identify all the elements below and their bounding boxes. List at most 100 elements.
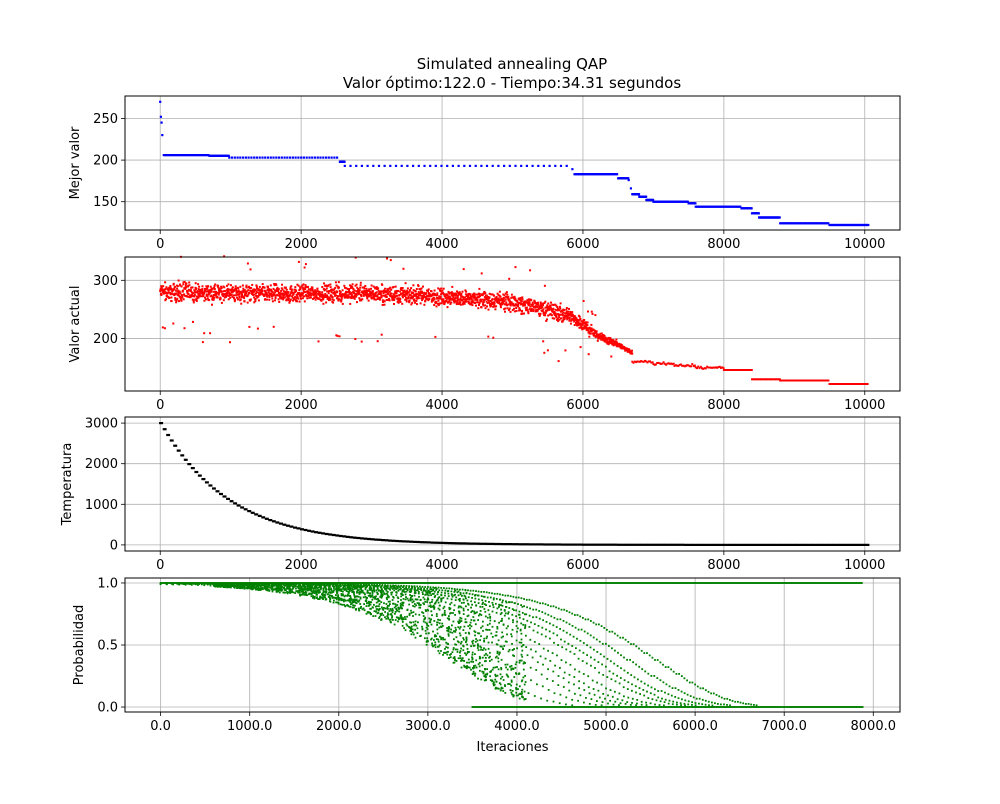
data-point: [272, 157, 274, 159]
data-point: [366, 297, 368, 299]
data-point: [694, 684, 696, 686]
data-point: [670, 669, 672, 671]
data-point: [205, 298, 207, 300]
data-point: [502, 594, 504, 596]
data-point: [329, 298, 331, 300]
data-point: [462, 589, 464, 591]
data-point: [208, 299, 210, 301]
data-point: [521, 597, 523, 599]
data-point: [503, 165, 505, 167]
data-point: [723, 704, 725, 706]
data-point: [549, 623, 551, 625]
data-point: [554, 165, 556, 167]
data-point: [472, 299, 474, 301]
data-point: [594, 314, 596, 316]
data-point: [246, 285, 248, 287]
data-point: [542, 602, 544, 604]
data-point: [349, 303, 351, 305]
data-point: [543, 165, 545, 167]
data-point: [361, 165, 363, 167]
data-point: [337, 295, 339, 297]
data-point: [384, 300, 386, 302]
data-point: [640, 681, 642, 683]
data-point: [537, 302, 539, 304]
data-point: [284, 157, 286, 159]
data-point: [409, 289, 411, 291]
data-point: [556, 306, 558, 308]
data-point: [483, 591, 485, 593]
data-point: [714, 702, 716, 704]
data-point: [306, 157, 308, 159]
data-point: [537, 601, 539, 603]
data-point: [563, 609, 565, 611]
data-point: [674, 696, 676, 698]
data-point: [593, 649, 595, 651]
data-point: [613, 663, 615, 665]
data-point: [393, 286, 395, 288]
data-point: [235, 285, 237, 287]
data-point: [415, 291, 417, 293]
data-point: [201, 288, 203, 290]
data-point: [360, 284, 362, 286]
data-point: [285, 287, 287, 289]
data-point: [624, 670, 626, 672]
data-point: [419, 586, 421, 588]
data-point: [335, 281, 337, 283]
data-point: [574, 324, 576, 326]
grid-probabilidad: [125, 578, 900, 712]
data-point: [406, 165, 408, 167]
data-point: [596, 651, 598, 653]
data-point: [247, 302, 249, 304]
data-point: [489, 296, 491, 298]
data-point: [485, 600, 487, 602]
data-point: [274, 299, 276, 301]
data-point: [492, 298, 494, 300]
y-tick-label: 1000: [85, 498, 118, 513]
data-point: [701, 703, 703, 705]
data-point: [681, 675, 683, 677]
data-point: [552, 308, 554, 310]
data-point: [547, 349, 549, 351]
data-point: [270, 157, 272, 159]
data-point: [175, 290, 177, 292]
data-point: [631, 350, 633, 352]
data-point: [705, 704, 707, 706]
data-point: [311, 157, 313, 159]
data-point: [245, 157, 247, 159]
data-point: [619, 637, 621, 639]
data-point: [473, 293, 475, 295]
data-point: [726, 704, 728, 706]
data-point: [195, 282, 197, 284]
data-point: [486, 305, 488, 307]
data-point: [418, 285, 420, 287]
data-point: [469, 165, 471, 167]
data-point: [316, 295, 318, 297]
chart-subtitle: Valor óptimo:122.0 - Tiempo:34.31 segund…: [343, 74, 681, 92]
data-point: [211, 304, 213, 306]
data-point: [165, 298, 167, 300]
data-point: [471, 304, 473, 306]
data-point: [481, 272, 483, 274]
data-point: [545, 603, 547, 605]
data-point: [438, 589, 440, 591]
data-point: [492, 602, 494, 604]
data-point: [389, 165, 391, 167]
data-point: [486, 165, 488, 167]
data-point: [300, 298, 302, 300]
data-point: [554, 617, 556, 619]
data-point: [364, 285, 366, 287]
data-point: [601, 625, 603, 627]
data-point: [514, 298, 516, 300]
data-point: [827, 380, 829, 382]
data-point: [652, 657, 654, 659]
data-point: [443, 587, 445, 589]
data-point: [509, 308, 511, 310]
data-point: [391, 293, 393, 295]
data-point: [538, 610, 540, 612]
data-point: [192, 287, 194, 289]
data-point: [411, 302, 413, 304]
data-point: [278, 288, 280, 290]
data-point: [529, 301, 531, 303]
